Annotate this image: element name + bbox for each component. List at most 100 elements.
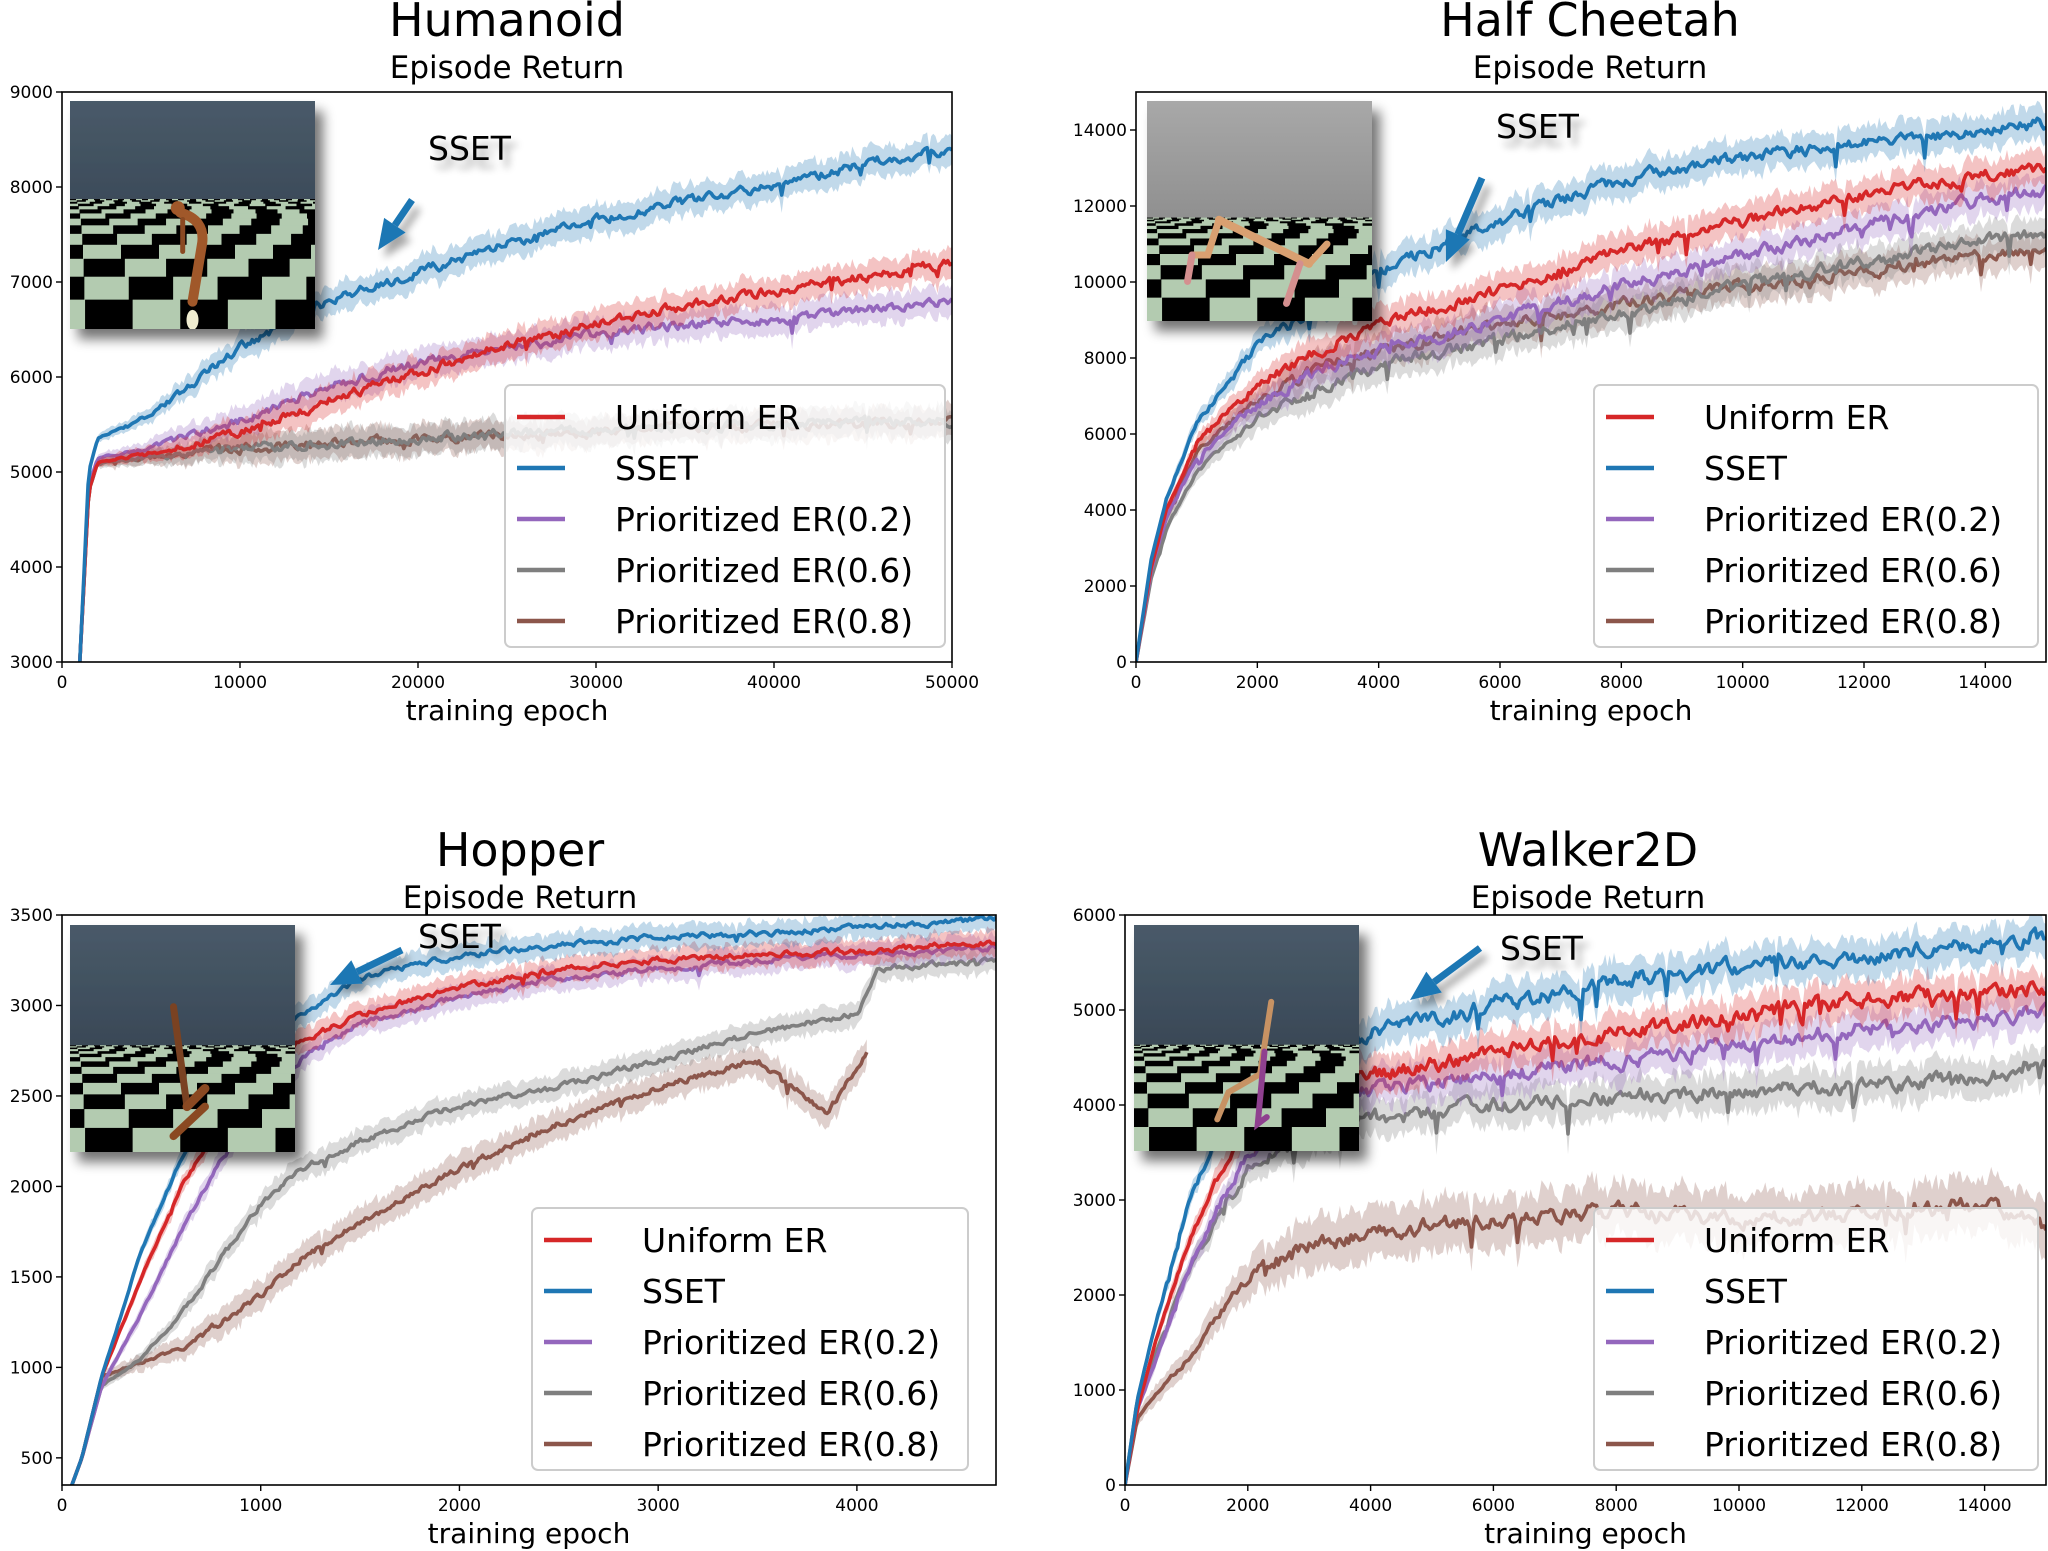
legend-item: SSET xyxy=(1606,449,1788,488)
y-tick-label: 2000 xyxy=(1084,577,1127,597)
legend: Uniform ER SSET Prioritized ER(0.2) Priorit… xyxy=(1593,1207,2039,1471)
x-tick-label: 0 xyxy=(1120,1496,1131,1516)
legend-label: Prioritized ER(0.8) xyxy=(1704,602,2002,641)
y-tick-label: 6000 xyxy=(1084,425,1127,445)
legend-box xyxy=(531,1207,969,1471)
y-tick-label: 6000 xyxy=(1073,906,1116,926)
legend: Uniform ER SSET Prioritized ER(0.2) Priorit… xyxy=(1593,384,2039,648)
legend-label: Prioritized ER(0.6) xyxy=(615,551,913,590)
legend-item: SSET xyxy=(544,1272,726,1311)
legend-item: Prioritized ER(0.8) xyxy=(1606,602,2002,641)
arrow-head-icon xyxy=(378,217,406,250)
y-tick-label: 500 xyxy=(21,1449,53,1469)
series-line-uniform-er xyxy=(78,258,952,662)
x-axis-label: training epoch xyxy=(1484,1517,1687,1550)
series-band-uniform-er xyxy=(1136,145,2046,662)
x-axis-label: training epoch xyxy=(406,694,609,727)
cheetah-robot-figure xyxy=(1184,215,1331,307)
x-axis-label: training epoch xyxy=(1490,694,1693,727)
arrow-head-icon xyxy=(1410,971,1442,1000)
legend-label: Uniform ER xyxy=(1704,1221,1889,1260)
legend-item: Prioritized ER(0.6) xyxy=(1606,551,2002,590)
series-line-sset xyxy=(1136,116,2046,662)
legend-label: Prioritized ER(0.8) xyxy=(615,602,913,641)
legend-label: Uniform ER xyxy=(615,398,800,437)
series-band-prioritized-er-0-8- xyxy=(1136,227,2046,662)
legend-item: Prioritized ER(0.6) xyxy=(517,551,913,590)
series-band-prioritized-er-0-2- xyxy=(1136,167,2046,662)
hopper-robot-figure xyxy=(169,1003,210,1141)
x-tick-label: 2000 xyxy=(438,1496,481,1516)
x-tick-label: 6000 xyxy=(1478,673,1521,693)
sset-annotation: SSET xyxy=(1410,929,1584,1000)
chart-title: Hopper xyxy=(436,823,604,877)
y-tick-label: 1500 xyxy=(10,1268,53,1288)
humanoid-robot-figure xyxy=(170,201,208,329)
legend-item: Prioritized ER(0.2) xyxy=(1606,1323,2002,1362)
x-tick-label: 4000 xyxy=(1349,1496,1392,1516)
axes-frame xyxy=(61,914,997,1486)
y-tick-label: 5000 xyxy=(10,463,53,483)
y-tick-label: 0 xyxy=(1105,1476,1116,1496)
series-line-prioritized-er-0-6- xyxy=(1136,229,2046,662)
x-tick-label: 0 xyxy=(1131,673,1142,693)
plot-area xyxy=(1136,100,2046,662)
x-tick-label: 6000 xyxy=(1472,1496,1515,1516)
y-tick-label: 4000 xyxy=(1073,1096,1116,1116)
y-tick-label: 2000 xyxy=(10,1177,53,1197)
x-tick-label: 3000 xyxy=(637,1496,680,1516)
legend-label: SSET xyxy=(642,1272,726,1311)
legend-box xyxy=(504,384,946,648)
y-tick-label: 1000 xyxy=(10,1358,53,1378)
x-tick-label: 0 xyxy=(57,1496,68,1516)
series-band-prioritized-er-0-2- xyxy=(79,282,952,662)
annotation-label: SSET xyxy=(428,129,512,168)
y-tick-label: 10000 xyxy=(1073,273,1127,293)
legend-label: Uniform ER xyxy=(642,1221,827,1260)
legend-label: Prioritized ER(0.8) xyxy=(642,1425,940,1464)
x-tick-label: 1000 xyxy=(239,1496,282,1516)
x-tick-label: 20000 xyxy=(391,673,445,693)
legend: Uniform ER SSET Prioritized ER(0.2) Priorit… xyxy=(504,384,946,648)
inset-hopper-image xyxy=(70,925,295,1152)
y-tick-label: 3000 xyxy=(1073,1191,1116,1211)
series-line-sset xyxy=(78,145,952,662)
x-tick-label: 8000 xyxy=(1600,673,1643,693)
y-tick-label: 2500 xyxy=(10,1087,53,1107)
inset-walker-image xyxy=(1134,925,1359,1151)
chart-subtitle: Episode Return xyxy=(390,50,624,86)
legend-item: Uniform ER xyxy=(544,1221,827,1260)
x-tick-label: 10000 xyxy=(1716,673,1770,693)
x-tick-label: 40000 xyxy=(747,673,801,693)
legend-label: SSET xyxy=(1704,1272,1788,1311)
legend-label: Prioritized ER(0.6) xyxy=(642,1374,940,1413)
legend-label: SSET xyxy=(1704,449,1788,488)
legend-label: Prioritized ER(0.2) xyxy=(1704,500,2002,539)
series-band-uniform-er xyxy=(79,244,952,662)
y-tick-label: 0 xyxy=(1116,653,1127,673)
series-line-prioritized-er-0-2- xyxy=(1136,184,2046,662)
legend: Uniform ER SSET Prioritized ER(0.2) Priorit… xyxy=(531,1207,969,1471)
arrow-icon xyxy=(1454,176,1486,236)
series-line-prioritized-er-0-8- xyxy=(70,1051,869,1485)
x-tick-label: 10000 xyxy=(213,673,267,693)
annotation-label: SSET xyxy=(1500,929,1584,968)
x-tick-label: 12000 xyxy=(1837,673,1891,693)
legend-label: Prioritized ER(0.2) xyxy=(1704,1323,2002,1362)
arrow-icon xyxy=(391,198,415,228)
series-band-sset xyxy=(79,132,952,662)
x-tick-label: 14000 xyxy=(1958,1496,2012,1516)
series-line-prioritized-er-0-2- xyxy=(70,943,996,1485)
legend-item: Prioritized ER(0.6) xyxy=(544,1374,940,1413)
legend-label: SSET xyxy=(615,449,699,488)
legend-item: Prioritized ER(0.8) xyxy=(517,602,913,641)
x-tick-label: 2000 xyxy=(1226,1496,1269,1516)
y-tick-label: 4000 xyxy=(10,558,53,578)
legend-item: Prioritized ER(0.8) xyxy=(1606,1425,2002,1464)
legend-label: Prioritized ER(0.6) xyxy=(1704,1374,2002,1413)
y-tick-label: 9000 xyxy=(10,83,53,103)
